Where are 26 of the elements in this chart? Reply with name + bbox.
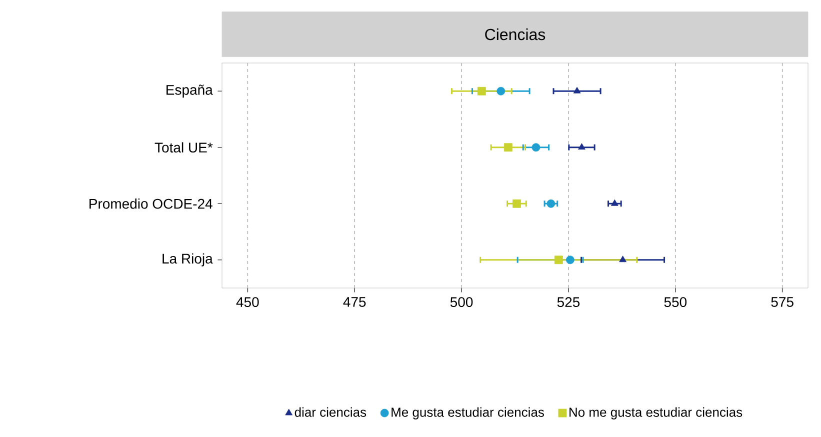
point (619, 256, 626, 262)
x-tick-label: 575 (771, 297, 794, 307)
point (573, 86, 581, 94)
x-tick-label: 550 (664, 297, 687, 308)
point (496, 86, 506, 96)
legend-label: Me gusta estudiar ciencias (392, 407, 544, 420)
point (546, 199, 556, 208)
point (532, 143, 540, 152)
x-tick-label: 525 (557, 297, 580, 308)
x-tick-label: 500 (450, 297, 473, 308)
point (554, 256, 563, 264)
legend-label: No me gusta estudiar ciencias (570, 407, 742, 420)
point (477, 86, 486, 96)
point (566, 256, 574, 264)
x-tick-label: 450 (236, 297, 259, 308)
x-tick-label: 475 (343, 297, 366, 307)
legend-label: diar ciencias (294, 407, 366, 417)
point (578, 143, 586, 150)
point (611, 199, 618, 206)
point (504, 143, 512, 152)
y-tick-label: La Rioja (162, 253, 213, 266)
chart-title: Ciencias (485, 28, 546, 40)
y-tick-label: Promedio OCDE-24 (90, 198, 212, 209)
point (512, 199, 521, 208)
y-tick-label: España (166, 84, 213, 98)
y-tick-label: Total UE* (154, 142, 213, 153)
